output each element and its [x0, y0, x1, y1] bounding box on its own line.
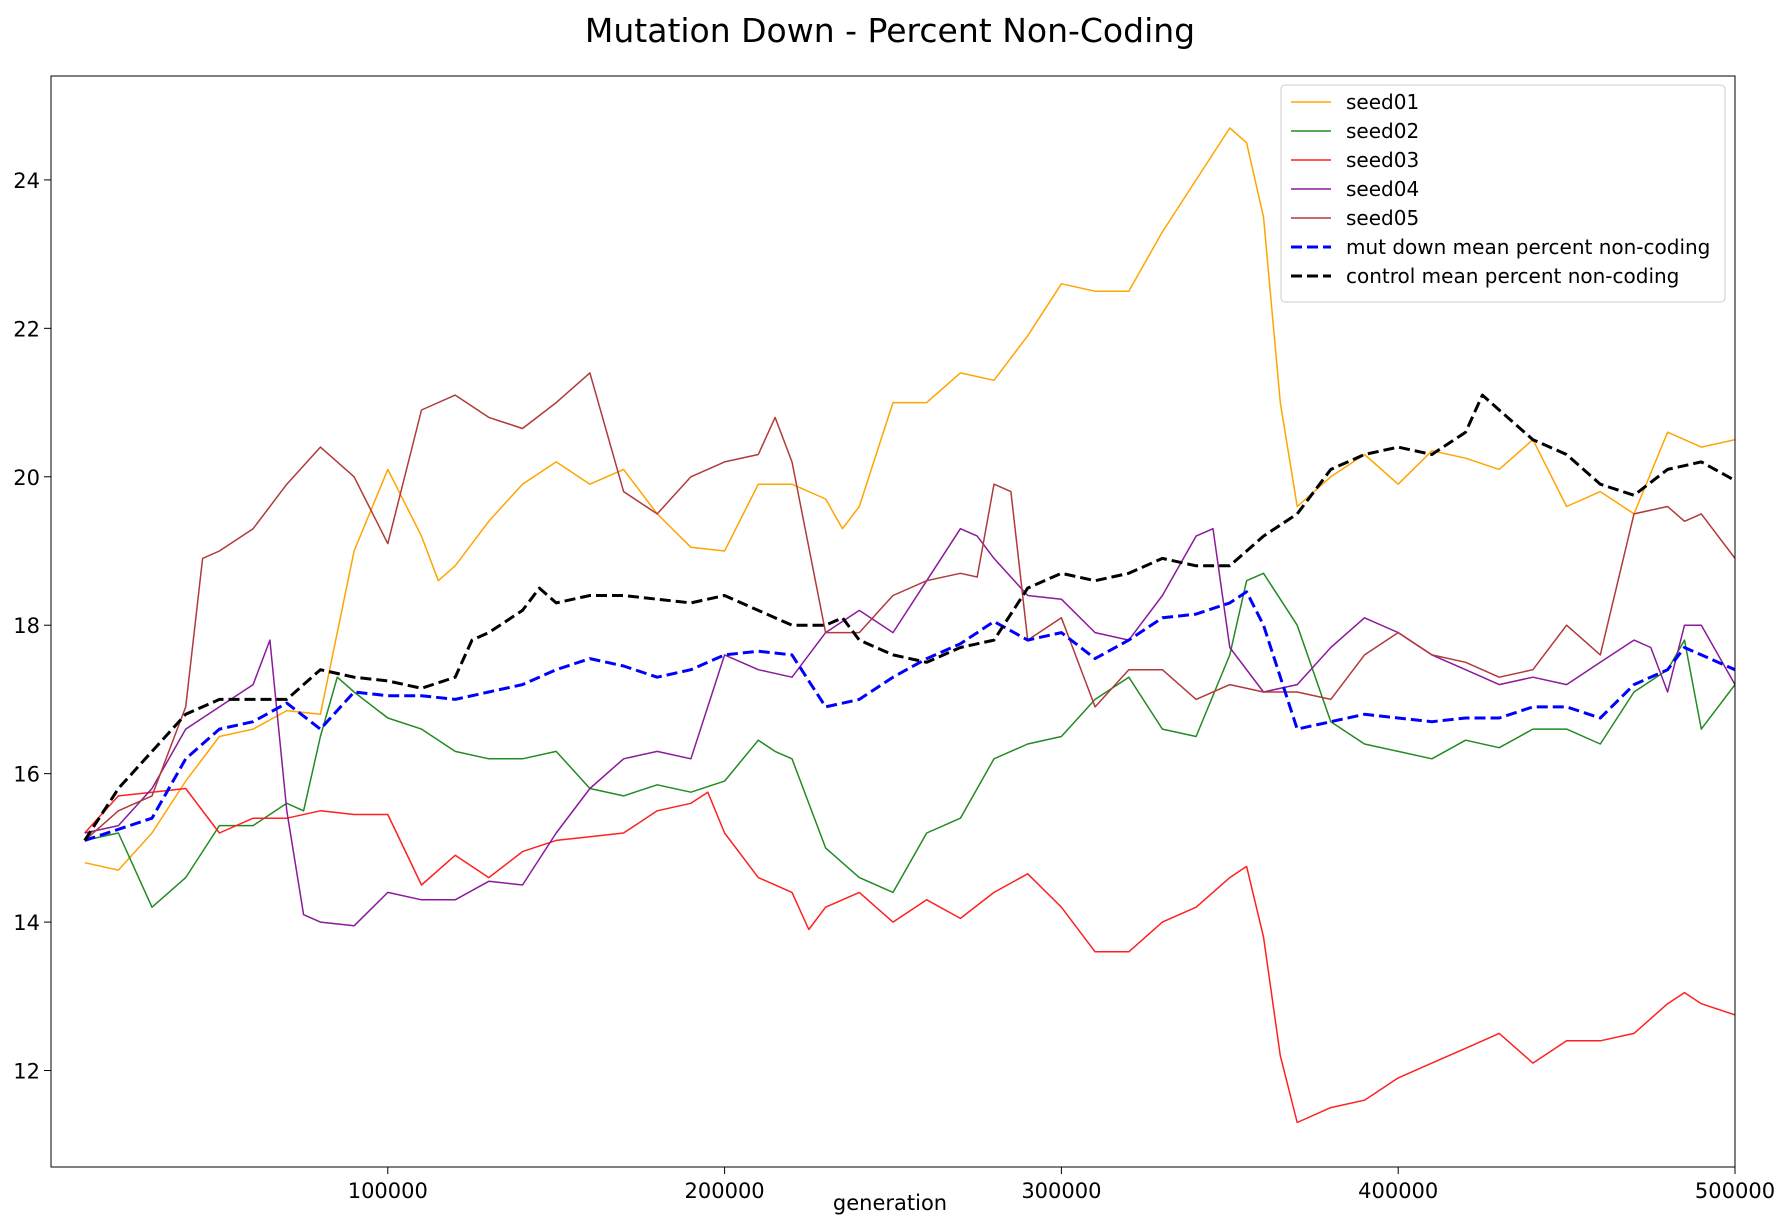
- y-tick-label: 18: [13, 614, 40, 638]
- y-axis: 12 14 16 18 20 22 24: [13, 169, 51, 1084]
- chart-title: Mutation Down - Percent Non-Coding: [585, 11, 1195, 50]
- legend-label: seed02: [1346, 119, 1419, 143]
- series-line-2: [84, 572, 1735, 908]
- legend-box: [1280, 84, 1726, 303]
- y-tick-label: 20: [13, 466, 40, 490]
- series-line-7: [83, 393, 1735, 842]
- series-line-3: [84, 787, 1735, 1124]
- legend: seed01 seed02 seed03 seed04 seed05 mut down m…: [1280, 84, 1726, 303]
- y-tick-label: 12: [13, 1060, 40, 1084]
- legend-label: seed05: [1346, 206, 1419, 230]
- plot-area: [50, 75, 1736, 1168]
- series-line-5: [84, 372, 1735, 841]
- x-tick-label: 500000: [1695, 1179, 1775, 1203]
- x-axis-label: generation: [833, 1191, 947, 1215]
- legend-label: seed01: [1346, 90, 1419, 114]
- x-tick-label: 400000: [1358, 1179, 1438, 1203]
- y-tick-label: 22: [13, 317, 40, 341]
- series-line-4: [84, 527, 1735, 927]
- y-tick-label: 16: [13, 763, 40, 787]
- series-line-6: [84, 590, 1735, 842]
- legend-label: mut down mean percent non-coding: [1346, 235, 1710, 259]
- plot-frame: [50, 75, 1736, 1168]
- x-tick-label: 300000: [1021, 1179, 1101, 1203]
- x-axis: 100000 200000 300000 400000 500000: [348, 1167, 1775, 1203]
- x-tick-label: 200000: [685, 1179, 765, 1203]
- legend-label: seed04: [1346, 177, 1419, 201]
- legend-label: control mean percent non-coding: [1346, 264, 1679, 288]
- y-tick-label: 24: [13, 169, 40, 193]
- x-tick-label: 100000: [348, 1179, 428, 1203]
- legend-label: seed03: [1346, 148, 1419, 172]
- y-tick-label: 14: [13, 911, 40, 935]
